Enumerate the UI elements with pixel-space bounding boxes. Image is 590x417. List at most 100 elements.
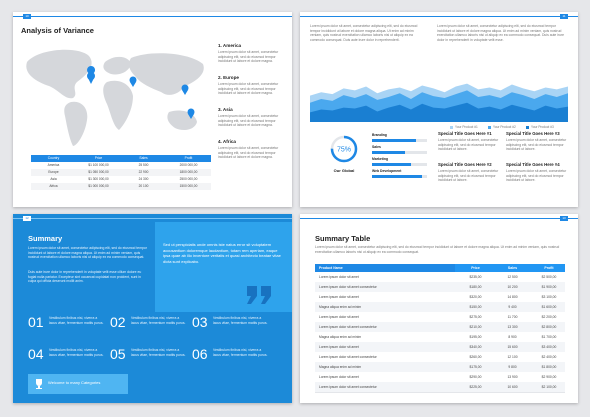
table-cell: Lorem ipsum dolor sit amet consectetur — [315, 382, 455, 393]
table-cell: Asia — [31, 176, 76, 183]
header-line — [300, 16, 578, 17]
table-cell: $225,00 — [455, 382, 492, 393]
item-number: 06 — [192, 346, 208, 362]
donut-arc — [330, 135, 358, 163]
table-cell: $2 100,00 — [529, 382, 565, 393]
region-heading: 2. Europe — [218, 75, 239, 80]
table-header-cell: Price — [455, 264, 492, 272]
header-line — [300, 218, 578, 219]
item-text: Vestibulum finibus nisi, viverra a lacus… — [49, 316, 104, 325]
badge — [28, 374, 128, 394]
region-text: Lorem ipsum dolor sit amet, consectetur … — [218, 146, 279, 160]
special-text: Lorem ipsum dolor sit amet, consectetur … — [506, 138, 567, 152]
title: Summary Table — [315, 234, 371, 243]
badge-text: Welcome to many Categories — [48, 380, 101, 385]
summary-text: Duis aute irure dolor in reprehenderit i… — [28, 270, 142, 284]
donut-caption: Our Global — [333, 168, 355, 173]
region-heading: 1. America — [218, 43, 242, 48]
table-cell: 10 600 — [492, 382, 529, 393]
title: Summary — [28, 234, 63, 243]
item-text: Vestibulum finibus nisi, viverra a lacus… — [213, 316, 268, 325]
page-overview: 75% 11 Lorem ipsum dolor sit amet, consec… — [300, 12, 578, 207]
item-number: 03 — [192, 314, 208, 330]
header-line — [13, 16, 292, 17]
intro-text: Lorem ipsum dolor sit amet, consectetur … — [310, 24, 418, 42]
region-heading: 3. Asia — [218, 107, 233, 112]
item-number: 04 — [28, 346, 44, 362]
item-number: 02 — [110, 314, 126, 330]
region-text: Lorem ipsum dolor sit amet, consectetur … — [218, 114, 279, 128]
item-text: Vestibulum finibus nisi, viverra a lacus… — [131, 316, 186, 325]
table-header-cell: Sales — [492, 264, 529, 272]
table-cell: 2000 000,00 — [166, 162, 211, 169]
continent — [64, 101, 88, 146]
quote-mark — [247, 286, 271, 304]
table-cell: $1 050 000,00 — [76, 169, 121, 176]
legend-swatch — [488, 126, 491, 129]
special-text: Lorem ipsum dolor sit amet, consectetur … — [438, 169, 499, 183]
region-text: Lorem ipsum dolor sit amet, consectetur … — [218, 50, 279, 64]
table-header-cell: Country — [31, 155, 76, 162]
table-header-cell: Profit — [166, 155, 211, 162]
skill-bar — [372, 175, 422, 178]
region-heading: 4. Africa — [218, 139, 236, 144]
item-text: Vestibulum finibus nisi, viverra a lacus… — [49, 348, 104, 357]
legend-label: Your Product #2 — [493, 125, 516, 129]
table-cell: America — [31, 162, 76, 169]
table-cell: 25 500 — [121, 162, 166, 169]
skill-bar — [372, 139, 416, 142]
continent — [103, 80, 133, 130]
world-map — [26, 49, 204, 146]
table-cell: 20 100 — [121, 183, 166, 190]
item-number: 01 — [28, 314, 44, 330]
skill-label: Branding — [372, 133, 387, 137]
special-title: Special Title Goes Here #3 — [506, 131, 560, 136]
table-cell: 1800 000,00 — [166, 169, 211, 176]
skill-label: Marketing — [372, 157, 389, 161]
special-title: Special Title Goes Here #2 — [438, 162, 492, 167]
special-title: Special Title Goes Here #1 — [438, 131, 492, 136]
area-chart — [310, 83, 568, 122]
page-number: 12 — [23, 216, 31, 221]
quote-text: Sed ut perspiciatis unde omnis iste natu… — [163, 242, 281, 264]
area — [310, 102, 568, 122]
table-cell: $1 000 000,00 — [76, 183, 121, 190]
donut-label: 75% — [337, 147, 351, 154]
legend-label: Your Product #3 — [531, 125, 554, 129]
table-header-cell: Profit — [529, 264, 565, 272]
item-text: Vestibulum finibus nisi, viverra a lacus… — [213, 348, 268, 357]
special-text: Lorem ipsum dolor sit amet, consectetur … — [506, 169, 567, 183]
region-text: Lorem ipsum dolor sit amet, consectetur … — [218, 82, 279, 96]
header-line — [13, 218, 292, 219]
special-title: Special Title Goes Here #4 — [506, 162, 560, 167]
page-number: 13 — [560, 216, 568, 221]
item-number: 05 — [110, 346, 126, 362]
skill-bar — [372, 163, 411, 166]
legend-swatch — [450, 126, 453, 129]
title: Analysis of Variance — [21, 26, 94, 35]
continent — [26, 49, 92, 99]
continent — [103, 56, 131, 75]
table-cell: 2500 000,00 — [166, 176, 211, 183]
intro-text: Lorem ipsum dolor sit amet, consectetur … — [315, 245, 560, 254]
table-cell: 22 900 — [121, 169, 166, 176]
intro-text: Lorem ipsum dolor sit amet, consectetur … — [437, 24, 565, 42]
table-header-cell: Price — [76, 155, 121, 162]
table-header-cell: Sales — [121, 155, 166, 162]
skill-label: Web Development — [372, 169, 402, 173]
table-cell: $1 100 000,00 — [76, 162, 121, 169]
legend-label: Your Product #1 — [455, 125, 478, 129]
page-number: 11 — [560, 14, 568, 19]
table-cell: 1500 000,00 — [166, 183, 211, 190]
skill-bar — [372, 151, 405, 154]
page-number: 10 — [23, 14, 31, 19]
table-cell: $1 300 000,00 — [76, 176, 121, 183]
skill-label: Sales — [372, 145, 381, 149]
page-summary-table: 13 Summary Table Lorem ipsum dolor sit ame… — [300, 214, 578, 403]
trophy-icon — [36, 379, 42, 389]
table-cell: Africa — [31, 183, 76, 190]
page-summary: 12 Summary Lorem ipsum dolor sit amet, con… — [13, 214, 292, 403]
map-pins — [87, 66, 195, 119]
special-text: Lorem ipsum dolor sit amet, consectetur … — [438, 138, 499, 152]
